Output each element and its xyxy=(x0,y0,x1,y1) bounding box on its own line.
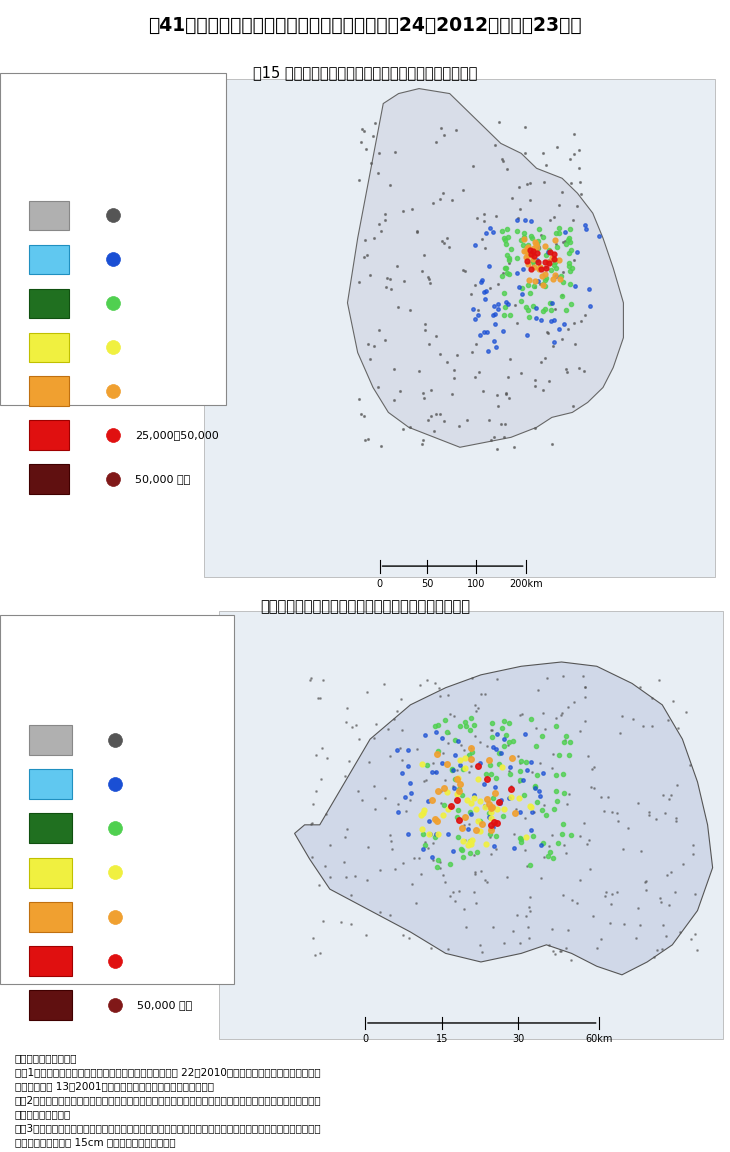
Text: 30: 30 xyxy=(512,1034,524,1045)
Text: 500－1,000: 500－1,000 xyxy=(137,779,196,789)
Text: （平成 13（2001）年の農地の分布状況を反映）から作成: （平成 13（2001）年の農地の分布状況を反映）から作成 xyxy=(15,1082,214,1091)
FancyBboxPatch shape xyxy=(29,377,69,406)
FancyBboxPatch shape xyxy=(29,946,72,976)
FancyBboxPatch shape xyxy=(29,244,69,274)
FancyBboxPatch shape xyxy=(29,200,69,230)
Text: 注：1）農地の分布は、（独）農業環境技術研究所が平成 22（2010）年に作成・公開した農地土壌図: 注：1）農地の分布は、（独）農業環境技術研究所が平成 22（2010）年に作成・… xyxy=(15,1068,320,1077)
Text: 放射性セシウムの濃度（ベクレル/kg）: 放射性セシウムの濃度（ベクレル/kg） xyxy=(29,684,145,695)
Text: 1,000－5,000: 1,000－5,000 xyxy=(135,298,204,308)
Text: 10,000－25,000: 10,000－25,000 xyxy=(135,386,219,396)
Text: 0: 0 xyxy=(362,1034,368,1045)
FancyBboxPatch shape xyxy=(29,333,69,362)
Text: 放射性セシウムの濃度（ベクレル/kg）: 放射性セシウムの濃度（ベクレル/kg） xyxy=(29,159,145,169)
Text: 500－1,000: 500－1,000 xyxy=(135,255,194,264)
Text: 60km: 60km xyxy=(585,1034,612,1045)
FancyBboxPatch shape xyxy=(29,420,69,449)
Text: 10,000－25,000: 10,000－25,000 xyxy=(137,911,221,922)
Text: 50,000 以上: 50,000 以上 xyxy=(135,473,191,484)
Text: （福島県における農地土壌の放射性物質濃度分布図）: （福島県における農地土壌の放射性物質濃度分布図） xyxy=(260,599,470,614)
Text: 200km: 200km xyxy=(509,579,542,590)
Text: 地表面から約 15cm の深さまでの土壌を採取: 地表面から約 15cm の深さまでの土壌を採取 xyxy=(15,1137,175,1147)
Text: 3）農地土壌の試料は、放射性物質が耕起によって攪拌される深さや農作物が根を張る深さを考慮して、: 3）農地土壌の試料は、放射性物質が耕起によって攪拌される深さや農作物が根を張る深… xyxy=(15,1123,321,1134)
FancyBboxPatch shape xyxy=(29,902,72,932)
Text: 0－500: 0－500 xyxy=(135,210,169,220)
Text: 資料：農林水産省作成: 資料：農林水産省作成 xyxy=(15,1053,77,1063)
Text: 凡例: 凡例 xyxy=(29,105,46,120)
FancyBboxPatch shape xyxy=(0,615,234,984)
Text: 15: 15 xyxy=(436,1034,447,1045)
FancyBboxPatch shape xyxy=(219,611,723,1039)
Text: 25,000－50,000: 25,000－50,000 xyxy=(135,430,219,440)
Text: 5,000－10,000: 5,000－10,000 xyxy=(135,342,212,353)
FancyBboxPatch shape xyxy=(29,464,69,494)
Text: 図41　農地土壌の放射性物質濃度分布図（平成24（2012）年３月23日）: 図41 農地土壌の放射性物質濃度分布図（平成24（2012）年３月23日） xyxy=(148,16,582,36)
Text: 推定値: 推定値 xyxy=(33,710,53,720)
Text: 100: 100 xyxy=(466,579,485,590)
FancyBboxPatch shape xyxy=(29,289,69,318)
Text: 凡例: 凡例 xyxy=(29,631,46,645)
Polygon shape xyxy=(347,89,623,447)
Text: 50: 50 xyxy=(421,579,433,590)
Text: 調査地点における農地土壌中の: 調査地点における農地土壌中の xyxy=(29,135,117,145)
Text: 50,000 以上: 50,000 以上 xyxy=(137,1000,193,1010)
Text: 1,000－5,000: 1,000－5,000 xyxy=(137,823,207,833)
Text: 実測値: 実測値 xyxy=(106,710,126,720)
FancyBboxPatch shape xyxy=(29,991,72,1021)
Text: 2）推定値は、航空機による空間線量率の測定結果等を参考に試算した推計に基づくものであり、一定の: 2）推定値は、航空機による空間線量率の測定結果等を参考に試算した推計に基づくもの… xyxy=(15,1096,321,1106)
Text: 0: 0 xyxy=(377,579,383,590)
FancyBboxPatch shape xyxy=(204,78,715,577)
FancyBboxPatch shape xyxy=(29,857,72,887)
FancyBboxPatch shape xyxy=(29,725,72,755)
Text: 実測値: 実測値 xyxy=(102,184,122,195)
Polygon shape xyxy=(294,662,712,975)
FancyBboxPatch shape xyxy=(29,770,72,799)
Text: 調査地点における農地土壌中の: 調査地点における農地土壌中の xyxy=(29,659,117,669)
Text: 誤差を含む。: 誤差を含む。 xyxy=(15,1109,71,1120)
Text: （15 都県における農地土壌の放射性物質濃度分布図）: （15 都県における農地土壌の放射性物質濃度分布図） xyxy=(253,66,477,81)
Text: 推定値: 推定値 xyxy=(33,184,53,195)
FancyBboxPatch shape xyxy=(29,813,72,843)
FancyBboxPatch shape xyxy=(0,74,226,406)
Text: 25,000－50,000: 25,000－50,000 xyxy=(137,956,221,965)
Text: 0－500: 0－500 xyxy=(137,735,172,744)
Text: 5,000－10,000: 5,000－10,000 xyxy=(137,867,214,878)
